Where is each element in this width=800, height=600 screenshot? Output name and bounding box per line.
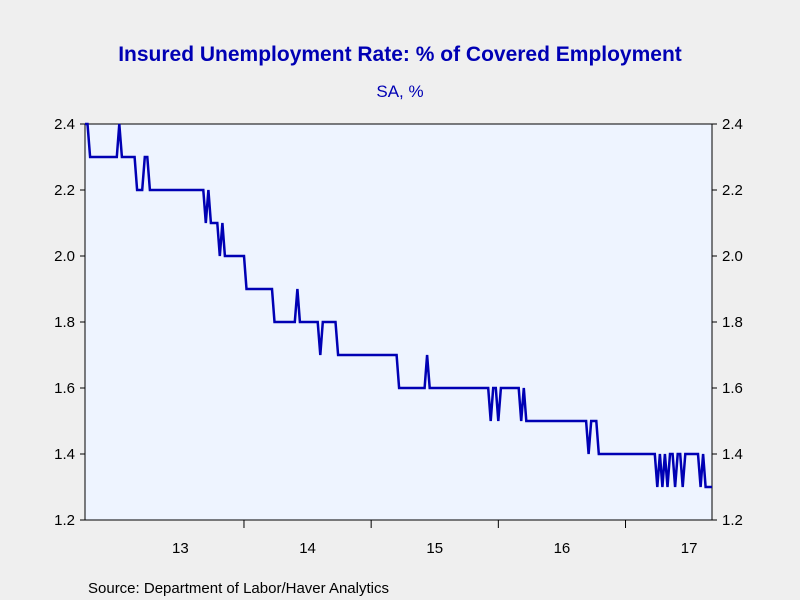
y-tick-label-left: 1.8: [54, 314, 75, 331]
chart-subtitle: SA, %: [376, 82, 423, 101]
y-tick-label-left: 2.0: [54, 248, 75, 265]
x-tick-label: 14: [299, 540, 316, 557]
x-axis: 13 14 15 16 17: [172, 520, 697, 557]
plot-area: [84, 123, 713, 521]
y-tick-label-right: 1.6: [722, 380, 743, 397]
y-tick-label-right: 1.2: [722, 512, 743, 529]
chart-title: Insured Unemployment Rate: % of Covered …: [118, 43, 682, 66]
x-tick-label: 13: [172, 540, 189, 557]
y-tick-label-left: 1.4: [54, 446, 75, 463]
y-tick-label-right: 1.8: [722, 314, 743, 331]
y-tick-label-left: 1.6: [54, 380, 75, 397]
series-line: [85, 122, 712, 489]
x-tick-label: 16: [554, 540, 571, 557]
y-tick-label-left: 1.2: [54, 512, 75, 529]
source-note: Source: Department of Labor/Haver Analyt…: [88, 580, 389, 597]
right-y-axis: 1.2 1.4 1.6 1.8 2.0 2.2 2.4: [712, 116, 743, 529]
y-tick-label-left: 2.4: [54, 116, 75, 133]
left-y-axis: 1.2 1.4 1.6 1.8 2.0 2.2 2.4: [54, 116, 85, 529]
y-tick-label-right: 2.4: [722, 116, 743, 133]
y-tick-label-left: 2.2: [54, 182, 75, 199]
x-tick-label: 15: [426, 540, 443, 557]
y-tick-label-right: 2.0: [722, 248, 743, 265]
y-tick-label-right: 2.2: [722, 182, 743, 199]
y-tick-label-right: 1.4: [722, 446, 743, 463]
x-tick-label: 17: [681, 540, 698, 557]
